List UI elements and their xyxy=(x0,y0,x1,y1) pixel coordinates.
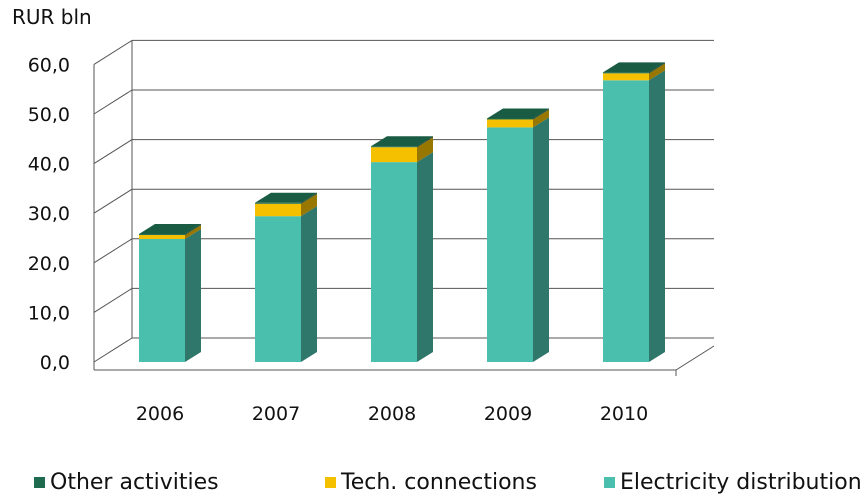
chart: RUR bln 0,0 10,0 20,0 30,0 40,0 50,0 60,0 2006… xyxy=(12,5,715,425)
y-tick-label: 50,0 xyxy=(28,104,70,126)
bar-segment-2009-1 xyxy=(487,117,549,362)
bar-top xyxy=(603,62,665,73)
gridline-diag xyxy=(93,238,133,264)
bar-front xyxy=(371,162,417,362)
bar-front xyxy=(139,235,185,239)
bars xyxy=(139,62,665,362)
gridline-diag xyxy=(93,188,133,214)
bar-side xyxy=(533,109,549,128)
bar-front xyxy=(255,203,301,217)
legend-swatch-other-activities xyxy=(34,477,45,488)
bar-segment-2009-3 xyxy=(487,108,549,120)
y-tick-label: 30,0 xyxy=(28,203,70,225)
legend-swatch-tech-connections xyxy=(325,477,336,488)
bar-top xyxy=(139,224,201,235)
bar-front xyxy=(139,234,185,236)
bar-segment-2007-1 xyxy=(255,206,317,362)
bar-segment-2008-2 xyxy=(371,137,433,163)
bar-front xyxy=(603,72,649,74)
bar-segment-2010-2 xyxy=(603,63,665,81)
bar-side xyxy=(185,224,201,236)
legend-label-other-activities: Other activities xyxy=(50,470,219,495)
bar-side xyxy=(417,136,433,148)
gridline-diag xyxy=(93,89,133,115)
bar-top xyxy=(487,108,549,119)
bar-front xyxy=(255,202,301,204)
bar-segment-2008-1 xyxy=(371,152,433,362)
bar-side xyxy=(301,192,317,204)
bar-front xyxy=(371,146,417,148)
bar-front xyxy=(603,80,649,362)
legend-swatch-electricity-distribution xyxy=(604,477,615,488)
bar-front xyxy=(487,127,533,362)
y-axis-title: RUR bln xyxy=(12,5,92,29)
bar-front xyxy=(487,119,533,128)
bar-segment-2006-1 xyxy=(139,228,201,362)
bar-segment-2009-2 xyxy=(487,109,549,128)
bar-front xyxy=(255,216,301,362)
floor-edge xyxy=(675,345,715,371)
bar-segment-2008-3 xyxy=(371,136,433,148)
y-tick-label: 10,0 xyxy=(28,302,70,324)
bar-side xyxy=(301,206,317,362)
bar-side xyxy=(649,62,665,74)
bar-front xyxy=(371,147,417,163)
legend-label-tech-connections: Tech. connections xyxy=(341,470,537,495)
bar-side xyxy=(649,70,665,362)
bar-segment-2010-3 xyxy=(603,62,665,74)
legend-item-electricity-distribution: Electricity distribution xyxy=(604,470,862,495)
bar-segment-2010-1 xyxy=(603,70,665,362)
x-tick-label: 2010 xyxy=(600,403,648,425)
bar-side xyxy=(417,137,433,163)
y-tick-label: 20,0 xyxy=(28,253,70,275)
gridline-diag xyxy=(93,139,133,165)
x-tick-label: 2007 xyxy=(252,403,300,425)
bar-side xyxy=(417,152,433,362)
bar-segment-2007-2 xyxy=(255,193,317,217)
bar-segment-2006-2 xyxy=(139,225,201,239)
y-tick-label: 40,0 xyxy=(28,154,70,176)
bar-top xyxy=(255,192,317,203)
legend-item-tech-connections: Tech. connections xyxy=(325,470,537,495)
x-tick-label: 2008 xyxy=(368,403,416,425)
legend-label-electricity-distribution: Electricity distribution xyxy=(620,470,862,495)
bar-segment-2006-3 xyxy=(139,224,201,236)
x-tick-label: 2009 xyxy=(484,403,532,425)
bar-front xyxy=(487,118,533,120)
y-tick-label: 0,0 xyxy=(40,352,70,374)
y-axis-ticks: 0,0 10,0 20,0 30,0 40,0 50,0 60,0 xyxy=(28,54,70,374)
bar-side xyxy=(649,63,665,81)
gridline-diag xyxy=(93,39,133,65)
x-axis-ticks: 2006 2007 2008 2009 2010 xyxy=(136,403,648,425)
bar-front xyxy=(139,238,185,362)
bar-front xyxy=(603,73,649,81)
gridline-diag xyxy=(93,287,133,313)
gridline-diag xyxy=(93,337,133,363)
bar-side xyxy=(301,193,317,217)
legend-item-other-activities: Other activities xyxy=(34,470,219,495)
x-tick-label: 2006 xyxy=(136,403,184,425)
y-tick-label: 60,0 xyxy=(28,54,70,76)
bar-top xyxy=(371,136,433,147)
bar-side xyxy=(185,225,201,239)
legend: Other activities Tech. connections Elect… xyxy=(0,470,863,500)
bar-side xyxy=(533,108,549,120)
bar-side xyxy=(185,228,201,362)
bar-segment-2007-3 xyxy=(255,192,317,204)
bar-side xyxy=(533,117,549,362)
